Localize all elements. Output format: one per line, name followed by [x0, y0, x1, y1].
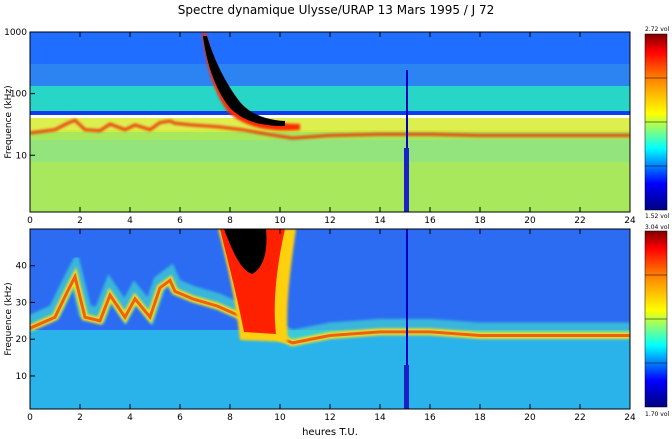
x-tick-label: 20 [524, 216, 536, 226]
x-tick-label: 24 [624, 413, 636, 423]
x-tick-label: 14 [374, 413, 386, 423]
x-tick-label: 10 [274, 216, 286, 226]
x-tick-label: 0 [27, 413, 33, 423]
bottom-colorbar-max: 3.04 vol [645, 224, 669, 231]
top-data-gap [406, 70, 408, 212]
x-tick-label: 6 [177, 216, 183, 226]
y-tick-label: 40 [16, 262, 28, 272]
y-tick-label: 1000 [4, 28, 27, 38]
top-interference-line [30, 111, 630, 115]
top-y-label: Frequence (kHz) [4, 85, 14, 158]
x-tick-label: 0 [27, 216, 33, 226]
x-tick-label: 8 [227, 216, 233, 226]
x-tick-label: 16 [424, 413, 436, 423]
y-tick-label: 10 [16, 372, 28, 382]
top-data-gap-low [404, 148, 409, 212]
y-tick-label: 100 [10, 90, 27, 100]
top-colorbar-max: 2.72 vol [645, 26, 669, 33]
x-tick-label: 10 [274, 413, 286, 423]
x-tick-label: 24 [624, 216, 636, 226]
x-tick-label: 2 [77, 216, 83, 226]
top-band-yellow [30, 118, 630, 132]
chart-title: Spectre dynamique Ulysse/URAP 13 Mars 19… [178, 3, 495, 17]
bottom-y-axis: 10 20 30 40 [16, 262, 35, 382]
bottom-burst-core [224, 229, 267, 274]
x-axis-label: heures T.U. [302, 427, 358, 438]
x-tick-label: 6 [177, 413, 183, 423]
x-tick-label: 12 [324, 216, 335, 226]
bottom-data-gap-low [404, 365, 409, 409]
y-tick-label: 20 [16, 335, 28, 345]
top-band-upper-green [30, 86, 630, 114]
y-tick-label: 10 [16, 151, 28, 161]
top-spectrogram [30, 32, 630, 212]
x-tick-label: 18 [474, 216, 486, 226]
x-tick-label: 12 [324, 413, 335, 423]
bottom-spectrogram [30, 229, 630, 409]
x-tick-label: 8 [227, 413, 233, 423]
x-tick-label: 20 [524, 413, 536, 423]
bottom-band-lower [30, 330, 630, 409]
top-plasma-line [30, 118, 630, 140]
top-y-axis: 10 100 1000 [4, 28, 35, 161]
x-tick-label: 18 [474, 413, 486, 423]
y-tick-label: 30 [16, 298, 28, 308]
bottom-data-gap [406, 229, 408, 409]
bottom-plasma-line [30, 272, 630, 345]
x-tick-label: 16 [424, 216, 436, 226]
top-x-axis: 0 2 4 6 8 10 12 14 16 18 20 22 24 [27, 32, 636, 226]
x-tick-label: 4 [127, 216, 133, 226]
top-burst-core [203, 36, 285, 126]
top-band-low-cyan [30, 140, 630, 162]
x-tick-label: 2 [77, 413, 83, 423]
x-tick-label: 4 [127, 413, 133, 423]
bottom-x-axis: 0 2 4 6 8 10 12 14 16 18 20 22 24 [27, 229, 636, 423]
bottom-colorbar-min: 1.70 vol [645, 411, 669, 418]
bottom-y-label: Frequence (kHz) [4, 282, 14, 355]
top-colorbar-min: 1.52 vol [645, 213, 669, 220]
x-tick-label: 22 [574, 216, 585, 226]
x-tick-label: 14 [374, 216, 386, 226]
x-tick-label: 22 [574, 413, 585, 423]
top-burst-outer [202, 33, 300, 131]
